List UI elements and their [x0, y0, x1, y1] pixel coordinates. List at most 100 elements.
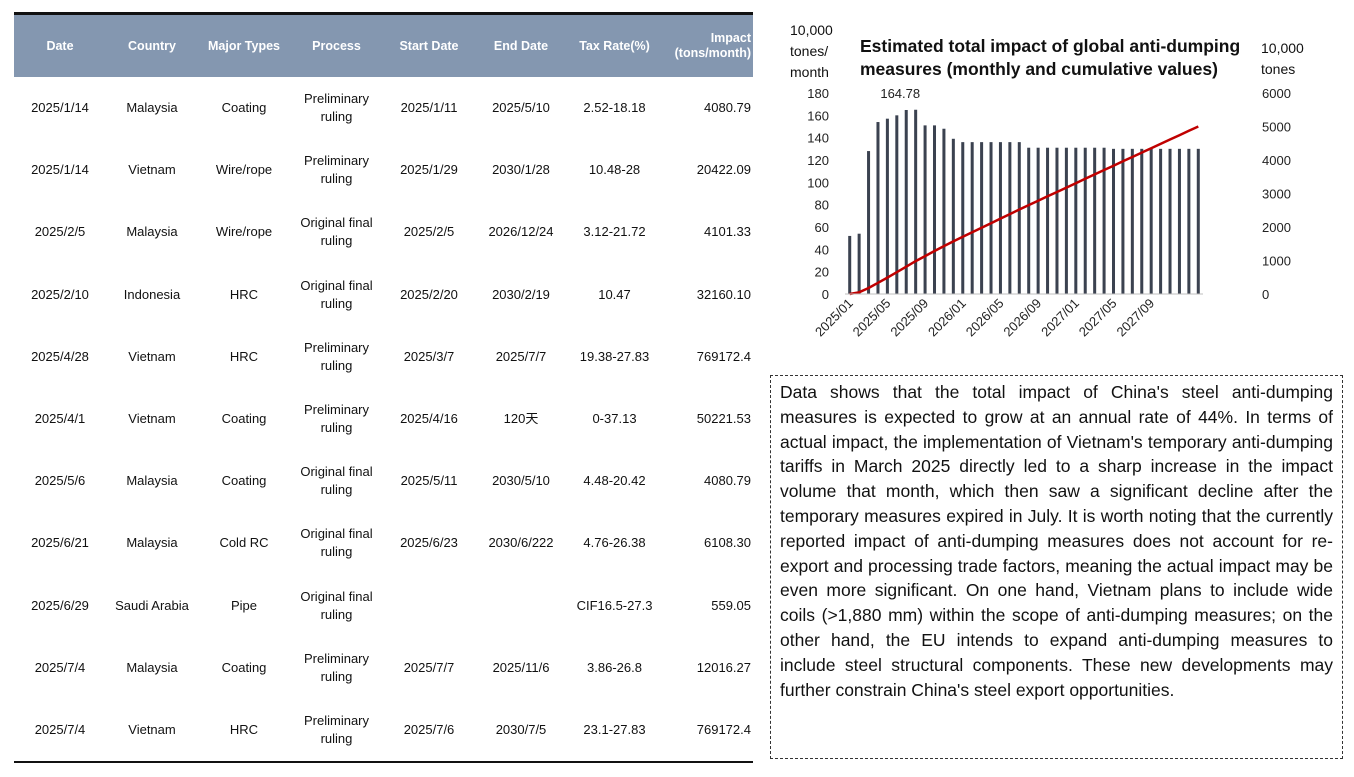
cell-country: Malaysia — [126, 535, 178, 551]
cell-major-type: Coating — [221, 473, 267, 489]
cell-date: 2025/5/6 — [34, 473, 86, 489]
cell-start-date: 2025/2/5 — [403, 224, 455, 240]
x-tick-label: 2025/01 — [812, 296, 856, 340]
cell-country: Vietnam — [128, 162, 176, 178]
bar — [980, 142, 984, 294]
cell-major-type: Wire/rope — [215, 162, 273, 178]
x-tick-label: 2025/05 — [850, 296, 894, 340]
bar — [1102, 147, 1106, 294]
bar — [1093, 147, 1097, 294]
cell-country: Vietnam — [128, 411, 176, 427]
cell-country: Malaysia — [126, 100, 178, 116]
bar — [1168, 148, 1172, 294]
bar — [942, 128, 946, 294]
cell-end-date: 2030/1/28 — [492, 162, 550, 178]
cell-date: 2025/6/21 — [31, 535, 89, 551]
cell-impact: 12016.27 — [696, 659, 751, 675]
cell-tax-rate: 3.86-26.8 — [587, 659, 642, 675]
bar — [848, 235, 852, 294]
cell-country: Malaysia — [126, 659, 178, 675]
bar — [885, 118, 889, 294]
header-country: Country — [106, 15, 198, 77]
analysis-note: Data shows that the total impact of Chin… — [770, 375, 1343, 759]
header-process: Process — [290, 15, 383, 77]
cell-tax-rate: 10.48-28 — [588, 162, 641, 178]
cell-process: Original final ruling — [300, 588, 373, 622]
cell-tax-rate: CIF16.5-27.3 — [576, 597, 653, 613]
left-tick-label: 100 — [807, 175, 829, 190]
cumulative-line — [849, 125, 1199, 296]
bar — [857, 233, 861, 294]
x-tick-label: 2026/09 — [1000, 296, 1044, 340]
right-tick-label: 0 — [1262, 287, 1269, 302]
cell-major-type: Pipe — [230, 597, 258, 613]
right-tick-label: 6000 — [1262, 86, 1291, 101]
cell-end-date: 2025/5/10 — [492, 100, 550, 116]
x-tick-label: 2027/01 — [1038, 296, 1082, 340]
cell-end-date: 2030/5/10 — [492, 473, 550, 489]
impact-chart: Estimated total impact of global anti-du… — [790, 22, 1304, 340]
analysis-note-text: Data shows that the total impact of Chin… — [780, 382, 1333, 700]
cell-process: Preliminary ruling — [303, 91, 369, 125]
cell-process: Preliminary ruling — [303, 339, 369, 373]
cell-end-date: 2026/12/24 — [488, 224, 554, 240]
cell-tax-rate: 3.12-21.72 — [583, 224, 646, 240]
table-row: 2025/7/4 Vietnam HRC Preliminary ruling 2025… — [14, 699, 753, 761]
cell-date: 2025/1/14 — [31, 162, 89, 178]
left-tick-label: 140 — [807, 131, 829, 146]
bar — [895, 115, 899, 294]
bar — [961, 142, 965, 294]
table-row: 2025/7/4 Malaysia Coating Preliminary rulin… — [14, 637, 753, 699]
cell-impact: 559.05 — [711, 597, 751, 613]
header-tax-rate: Tax Rate(%) — [567, 15, 662, 77]
cell-start-date: 2025/3/7 — [403, 348, 455, 364]
bar — [1121, 148, 1125, 294]
cell-end-date: 2030/7/5 — [495, 721, 547, 737]
cell-start-date: 2025/7/6 — [403, 721, 455, 737]
cell-country: Saudi Arabia — [115, 597, 189, 613]
header-start-date: Start Date — [383, 15, 475, 77]
right-axis-label: tones — [1261, 61, 1295, 77]
cell-major-type: Wire/rope — [215, 224, 273, 240]
bar — [1187, 148, 1191, 294]
cell-start-date: 2025/4/16 — [400, 411, 458, 427]
cell-tax-rate: 4.76-26.38 — [583, 535, 646, 551]
table-bottom-rule — [14, 761, 753, 764]
header-end-date: End Date — [475, 15, 567, 77]
cell-impact: 6108.30 — [704, 535, 751, 551]
cell-major-type: HRC — [229, 721, 259, 737]
table-row: 2025/6/29 Saudi Arabia Pipe Original final … — [14, 575, 753, 637]
table-top-rule — [14, 12, 753, 15]
left-tick-label: 160 — [807, 108, 829, 123]
cell-start-date: 2025/7/7 — [403, 659, 455, 675]
cell-tax-rate: 2.52-18.18 — [583, 100, 646, 116]
cell-process: Preliminary ruling — [303, 402, 369, 436]
cell-process: Preliminary ruling — [303, 153, 369, 187]
bar — [1027, 147, 1031, 294]
x-tick-label: 2025/09 — [887, 296, 931, 340]
cell-country: Malaysia — [126, 473, 178, 489]
anti-dumping-table-container: Date Country Major Types Process Start Date E… — [14, 12, 753, 764]
right-tick-label: 1000 — [1262, 254, 1291, 269]
cell-process: Preliminary ruling — [303, 650, 369, 684]
cell-end-date: 2025/11/6 — [492, 659, 550, 675]
cell-major-type: HRC — [229, 286, 259, 302]
right-tick-label: 5000 — [1262, 120, 1291, 135]
cell-start-date: 2025/6/23 — [400, 535, 458, 551]
cell-date: 2025/4/1 — [34, 411, 86, 427]
left-axis-label: month — [790, 64, 829, 80]
cell-date: 2025/2/5 — [34, 224, 86, 240]
chart-title: Estimated total impact of global anti-du… — [860, 36, 1240, 79]
bar — [1159, 148, 1163, 294]
cell-impact: 32160.10 — [696, 286, 751, 302]
bar — [1055, 147, 1059, 294]
right-tick-label: 3000 — [1262, 187, 1291, 202]
right-axis-label: 10,000 — [1261, 40, 1304, 56]
bar — [1177, 148, 1181, 294]
cell-end-date — [475, 575, 567, 637]
cell-date: 2025/6/29 — [31, 597, 89, 613]
table-row: 2025/4/1 Vietnam Coating Preliminary ruling… — [14, 388, 753, 450]
bar — [1130, 148, 1134, 294]
cell-process: Preliminary ruling — [303, 712, 369, 746]
anti-dumping-table: Date Country Major Types Process Start Date E… — [14, 15, 753, 761]
